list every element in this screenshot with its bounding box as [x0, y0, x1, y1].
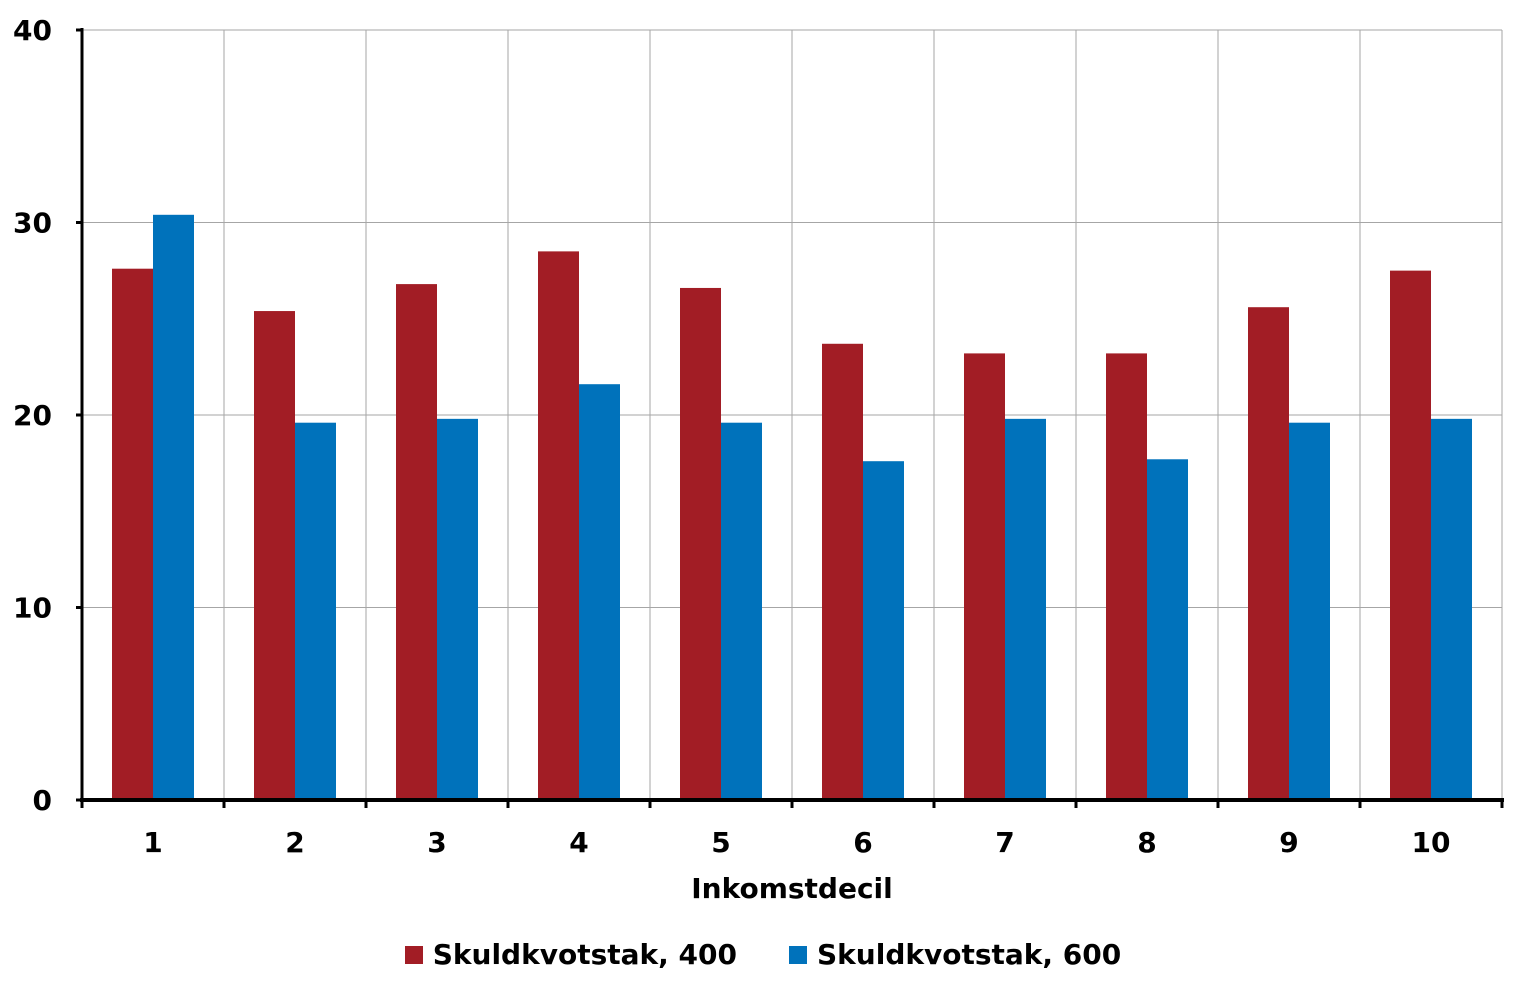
legend-label-series-2: Skuldkvotstak, 600: [817, 938, 1122, 971]
bar-series-2-4: [579, 384, 620, 800]
legend-swatch-series-2: [789, 945, 807, 964]
bar-series-2-8: [1147, 459, 1188, 800]
bar-series-1-2: [254, 311, 295, 800]
bar-series-1-3: [396, 284, 437, 801]
bar-series-1-5: [680, 287, 721, 800]
legend-swatch-series-1: [404, 945, 423, 964]
x-tick-label: 1: [143, 826, 162, 859]
y-tick-labels: 0 10 20 30 40: [13, 14, 52, 817]
y-tick-label: 40: [13, 14, 52, 47]
bar-series-1-10: [1390, 270, 1431, 800]
y-tick-label: 30: [13, 207, 52, 240]
bar-series-2-2: [295, 422, 336, 800]
x-tick-labels: 1 2 3 4 5 6 7 8 9 10: [143, 826, 1450, 859]
x-tick-label: 9: [1279, 826, 1298, 859]
x-tick-label: 4: [569, 826, 588, 859]
x-tick-label: 2: [285, 826, 304, 859]
bar-series-2-6: [863, 461, 904, 800]
axes: [76, 28, 1504, 808]
x-tick-label: 7: [995, 826, 1014, 859]
legend: Skuldkvotstak, 400 Skuldkvotstak, 600: [0, 938, 1526, 971]
x-axis-title: Inkomstdecil: [691, 872, 893, 905]
bar-series-1-4: [538, 251, 579, 800]
y-tick-label: 20: [13, 399, 52, 432]
x-tick-label: 6: [853, 826, 872, 859]
x-tick-label: 3: [427, 826, 446, 859]
y-tick-label: 10: [13, 592, 52, 625]
x-tick-label: 10: [1412, 826, 1451, 859]
bar-series-2-3: [437, 418, 478, 800]
bar-series-2-9: [1289, 422, 1330, 800]
bar-series-1-7: [964, 353, 1005, 800]
legend-item-series-2: Skuldkvotstak, 600: [789, 938, 1121, 971]
bar-series-1-6: [822, 343, 863, 800]
bars: [112, 214, 1472, 801]
bar-series-2-1: [153, 214, 194, 801]
y-tick-label: 0: [33, 784, 52, 817]
x-tick-label: 8: [1137, 826, 1156, 859]
bar-series-2-10: [1431, 418, 1472, 800]
bar-series-1-9: [1248, 307, 1289, 800]
x-tick-label: 5: [711, 826, 730, 859]
legend-item-series-1: Skuldkvotstak, 400: [404, 938, 737, 971]
bar-series-2-5: [721, 422, 762, 800]
bar-series-2-7: [1005, 418, 1046, 800]
bar-chart: 0 10 20 30 40 1 2 3 4 5 6 7 8 9 10 Inkomstdecil: [13, 14, 1504, 905]
bar-series-1-1: [112, 268, 153, 800]
legend-label-series-1: Skuldkvotstak, 400: [432, 938, 737, 971]
grid-lines: [82, 29, 1503, 800]
bar-series-1-8: [1106, 353, 1147, 800]
